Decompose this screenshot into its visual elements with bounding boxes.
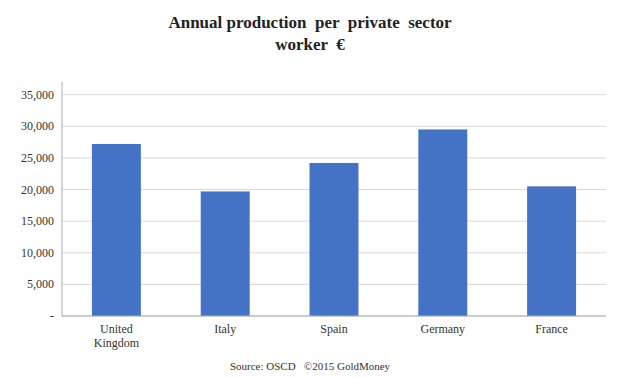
grid-line <box>62 316 606 317</box>
grid-line <box>62 157 606 158</box>
grid-line <box>62 94 606 95</box>
y-tick-label: 35,000 <box>21 88 54 102</box>
y-tick-label: 5,000 <box>27 277 54 291</box>
bar <box>527 186 576 316</box>
chart-svg: Annual production per private sector work… <box>0 0 620 378</box>
y-tick-label: - <box>50 309 54 323</box>
x-tick-label: Germany <box>420 322 465 336</box>
x-tick-label: UnitedKingdom <box>94 322 140 350</box>
y-tick-label: 15,000 <box>21 214 54 228</box>
grid-line <box>62 126 606 127</box>
bars <box>92 129 576 316</box>
x-tick-label-line: Germany <box>420 322 465 336</box>
y-tick-label: 10,000 <box>21 246 54 260</box>
y-tick-label: 25,000 <box>21 151 54 165</box>
page: {"chart_data": {"type": "bar", "title": … <box>0 0 620 378</box>
title-line: Annual production per private sector <box>168 13 452 32</box>
bar <box>201 191 250 316</box>
x-tick-label-line: United <box>100 322 133 336</box>
x-tick-labels: UnitedKingdom Italy Spain Germany France <box>94 322 568 350</box>
grid <box>62 95 606 316</box>
y-tick-labels: - 5,000 10,000 15,000 20,000 25,000 30,000 35,0… <box>21 88 54 323</box>
x-tick-label-line: Kingdom <box>94 336 140 350</box>
bar <box>418 129 467 316</box>
bar <box>92 144 141 316</box>
y-tick-label: 20,000 <box>21 183 54 197</box>
x-tick-label: Spain <box>320 322 347 336</box>
title: Annual production per private sector work… <box>168 13 452 54</box>
x-tick-label: Italy <box>214 322 236 336</box>
x-tick-label-line: Italy <box>214 322 236 336</box>
x-tick-label-line: France <box>535 322 568 336</box>
y-tick-label: 30,000 <box>21 119 54 133</box>
x-axis-line <box>62 316 606 317</box>
title-line: worker € <box>275 35 345 54</box>
x-tick-label-line: Spain <box>320 322 347 336</box>
chart-container: Annual production per private sector work… <box>0 0 620 378</box>
source: Source: OSCD ©2015 GoldMoney <box>230 360 391 372</box>
bar <box>310 163 359 316</box>
x-tick-label: France <box>535 322 568 336</box>
y-axis-line <box>62 82 63 316</box>
